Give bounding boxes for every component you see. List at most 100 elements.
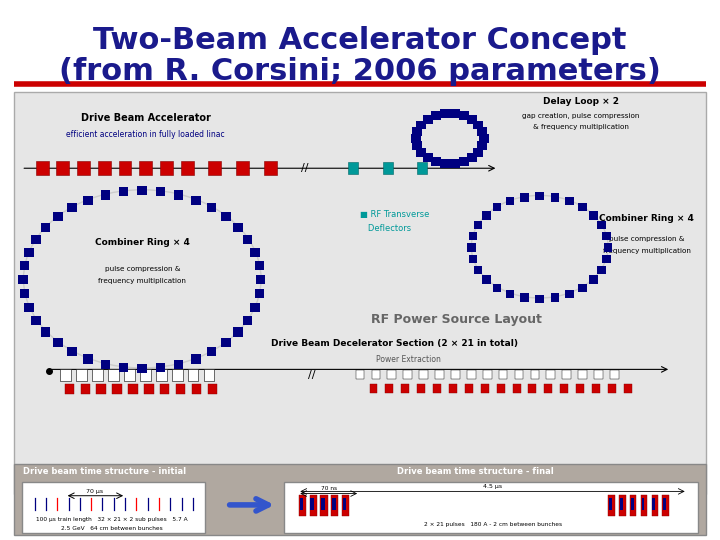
Bar	[181, 161, 194, 176]
Bar	[459, 111, 469, 120]
Bar	[474, 221, 482, 229]
Bar	[482, 275, 490, 284]
Bar	[520, 293, 528, 301]
Bar	[479, 134, 489, 143]
Bar	[53, 212, 63, 221]
Bar	[465, 384, 473, 393]
Bar	[84, 354, 93, 363]
Bar	[520, 193, 528, 201]
Bar	[19, 275, 28, 284]
Bar	[474, 266, 482, 274]
Bar	[331, 495, 338, 516]
Bar	[112, 384, 122, 394]
Text: Drive beam time structure - final: Drive beam time structure - final	[397, 467, 554, 476]
Bar	[119, 187, 128, 196]
Bar	[144, 384, 153, 394]
Bar	[256, 275, 266, 284]
Bar	[411, 134, 421, 143]
Bar	[41, 327, 50, 336]
Bar	[119, 161, 132, 176]
Bar	[597, 221, 606, 229]
Bar	[435, 370, 444, 380]
Bar	[560, 384, 568, 393]
Bar	[602, 255, 611, 263]
Text: ■ RF Transverse: ■ RF Transverse	[360, 210, 429, 219]
Bar	[68, 203, 77, 212]
Bar	[662, 495, 669, 516]
Bar	[300, 498, 303, 510]
Bar	[24, 247, 34, 256]
Bar	[207, 347, 217, 356]
Bar	[22, 482, 205, 533]
Bar	[631, 498, 634, 510]
Bar	[372, 370, 380, 380]
Bar	[492, 284, 501, 292]
Bar	[348, 163, 358, 174]
Bar	[24, 302, 34, 312]
Bar	[332, 498, 336, 510]
Text: Power Extraction: Power Extraction	[376, 355, 441, 364]
Bar	[138, 364, 147, 373]
Bar	[469, 255, 477, 263]
Bar	[174, 191, 184, 200]
Text: frequency multiplication: frequency multiplication	[99, 278, 186, 284]
Text: gap creation, pulse compression: gap creation, pulse compression	[523, 113, 640, 119]
Bar	[56, 161, 69, 176]
Bar	[620, 498, 623, 510]
Bar	[81, 384, 90, 394]
Bar	[551, 193, 559, 201]
Bar	[652, 495, 658, 516]
Bar	[413, 141, 423, 150]
Bar	[492, 204, 501, 212]
Text: 70 μs: 70 μs	[86, 489, 104, 494]
Bar	[401, 384, 409, 393]
Bar	[604, 244, 613, 252]
Bar	[156, 369, 166, 381]
Bar	[20, 261, 30, 271]
Bar	[14, 92, 706, 494]
Bar	[251, 247, 260, 256]
Bar	[243, 235, 253, 244]
Bar	[449, 384, 457, 393]
Bar	[387, 370, 396, 380]
Bar	[477, 141, 487, 150]
Text: 4.5 μs: 4.5 μs	[483, 484, 502, 489]
Bar	[343, 498, 346, 510]
Bar	[544, 384, 552, 393]
Bar	[449, 109, 459, 118]
Bar	[469, 232, 477, 240]
Bar	[35, 161, 48, 176]
Bar	[562, 370, 571, 380]
Bar	[84, 195, 93, 205]
Bar	[32, 235, 41, 244]
Bar	[299, 495, 306, 516]
Bar	[65, 384, 74, 394]
Bar	[608, 495, 615, 516]
Text: Two-Beam Accelerator Concept: Two-Beam Accelerator Concept	[94, 26, 626, 55]
Bar	[513, 384, 521, 393]
Bar	[76, 369, 87, 381]
Text: 70 ns: 70 ns	[321, 487, 337, 491]
Bar	[451, 370, 459, 380]
Bar	[597, 266, 606, 274]
Bar	[41, 222, 50, 232]
Text: Drive beam time structure - initial: Drive beam time structure - initial	[23, 467, 186, 476]
Bar	[139, 161, 152, 176]
Text: Combiner Ring × 4: Combiner Ring × 4	[95, 238, 189, 247]
Bar	[310, 498, 314, 510]
Bar	[602, 232, 611, 240]
Bar	[138, 186, 147, 195]
Bar	[630, 495, 636, 516]
Bar	[546, 370, 555, 380]
Bar	[192, 354, 201, 363]
Bar	[204, 369, 215, 381]
Bar	[321, 498, 325, 510]
Bar	[641, 495, 647, 516]
Text: 2 × 21 pulses   180 A - 2 cm between bunches: 2 × 21 pulses 180 A - 2 cm between bunch…	[424, 522, 562, 528]
Bar	[416, 148, 426, 157]
Bar	[610, 370, 618, 380]
Bar	[128, 384, 138, 394]
Bar	[156, 363, 165, 372]
Bar	[499, 370, 508, 380]
Bar	[589, 275, 598, 284]
